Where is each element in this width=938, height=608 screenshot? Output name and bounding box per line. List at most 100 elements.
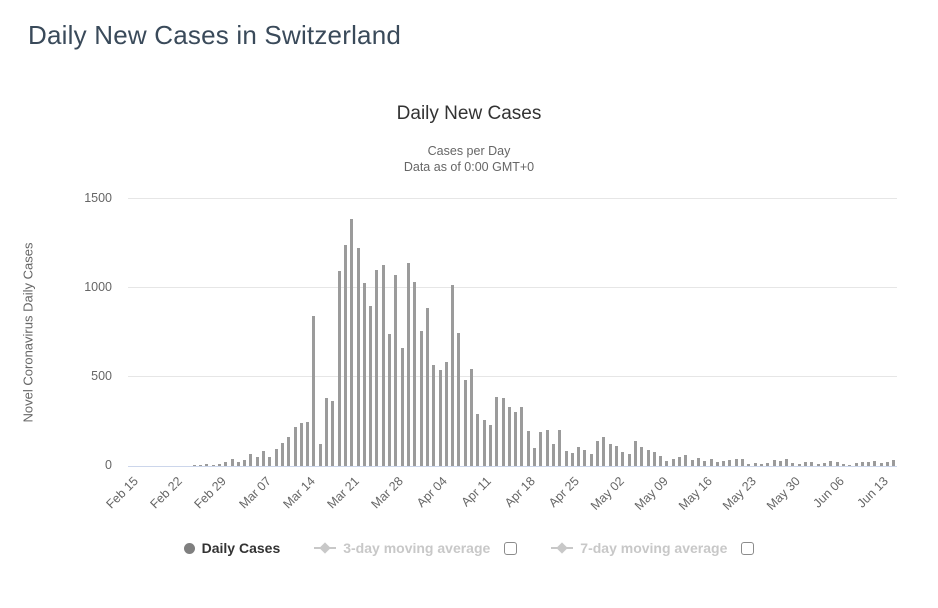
daily-cases-bar [463,379,467,466]
daily-cases-bar [514,411,518,466]
daily-cases-bar [551,443,555,466]
chart-container: Daily New Cases Cases per Day Data as of… [0,88,938,588]
series-marker-diamond-icon [551,542,574,554]
daily-cases-bar [495,396,499,466]
daily-cases-bar [545,429,549,466]
daily-cases-bar [709,459,713,466]
daily-cases-bar [823,462,826,466]
daily-cases-bar [457,332,461,466]
daily-cases-bar [684,454,688,466]
daily-cases-bar [734,458,738,466]
daily-cases-bar [236,461,240,466]
daily-cases-bar [892,460,896,466]
plot-area [128,198,897,467]
legend-item-3day-average[interactable]: 3-day moving average [314,540,490,556]
daily-cases-bar [879,463,883,466]
y-tick-label: 1000 [84,280,112,294]
daily-cases-bar [778,460,782,466]
daily-cases-bar [299,423,303,466]
daily-cases-bar [615,446,618,466]
daily-cases-bar [766,463,770,466]
gridline [128,287,897,288]
checkbox-3day-average[interactable] [504,541,518,555]
daily-cases-bar [722,461,726,466]
daily-cases-bar [432,364,436,466]
daily-cases-bar [406,263,410,466]
daily-cases-bar [369,305,373,466]
y-axis-title-text: Novel Coronavirus Daily Cases [20,242,36,423]
daily-cases-bar [596,441,600,466]
daily-cases-bar [860,461,864,466]
daily-cases-bar [230,458,234,466]
daily-cases-bar [217,463,221,466]
daily-cases-bar [293,426,297,466]
daily-cases-bar [482,419,486,466]
x-axis-line [128,466,897,467]
daily-cases-bar [753,462,757,466]
daily-cases-bar [772,459,776,466]
daily-cases-bar [627,454,631,466]
daily-cases-bar [306,422,310,466]
daily-cases-bar [652,452,656,466]
daily-cases-bar [804,462,808,466]
legend-item-daily-cases[interactable]: Daily Cases [183,540,281,556]
daily-cases-bar [696,458,700,466]
daily-cases-bar [400,347,404,466]
daily-cases-bar [287,436,291,466]
daily-cases-bar [867,462,871,466]
daily-cases-bar [211,464,215,466]
daily-cases-bar [280,442,284,466]
daily-cases-bar [841,463,845,466]
series-marker-circle-icon [183,542,195,554]
daily-cases-bar [470,369,474,466]
daily-cases-bar [526,431,530,466]
daily-cases-bar [331,401,335,466]
daily-cases-bar [312,316,316,466]
chart-legend: Daily Cases 3-day moving average 7-day m… [0,540,938,556]
daily-cases-bar [747,463,751,466]
daily-cases-bar [829,460,833,466]
daily-cases-bar [646,449,650,466]
legend-item-7day-average[interactable]: 7-day moving average [551,540,727,556]
daily-cases-bar [570,452,574,466]
page-title: Daily New Cases in Switzerland [28,20,402,50]
daily-cases-bar [476,413,480,466]
y-tick-label: 0 [105,458,112,472]
daily-cases-bar [507,407,511,466]
daily-cases-bar [444,361,448,466]
daily-cases-bar [621,451,625,466]
checkbox-7day-average[interactable] [741,541,755,555]
daily-cases-bar [198,465,202,466]
y-axis-title: Novel Coronavirus Daily Cases [0,199,118,466]
daily-cases-bar [835,462,839,466]
daily-cases-bar [501,398,505,466]
daily-cases-bar [425,308,429,466]
legend-label-daily-cases: Daily Cases [201,540,281,556]
chart-subtitle-line2: Data as of 0:00 GMT+0 [403,160,535,174]
daily-cases-bar [608,443,612,466]
daily-cases-bar [343,245,347,466]
daily-cases-bar [810,461,814,466]
daily-cases-bar [791,462,795,466]
daily-cases-bar [243,460,247,466]
daily-cases-bar [785,459,789,466]
chart-subtitle: Cases per Day Data as of 0:00 GMT+0 [0,143,938,175]
daily-cases-bar [741,459,745,466]
daily-cases-bar [671,458,675,466]
daily-cases-bar [381,264,385,466]
daily-cases-bar [703,461,707,466]
legend-label-3day-average: 3-day moving average [343,540,491,556]
daily-cases-bar [337,271,341,466]
daily-cases-bar [362,282,366,466]
daily-cases-bar [589,453,593,466]
daily-cases-bar [255,457,259,466]
daily-cases-bar [375,270,379,466]
daily-cases-bar [488,425,492,466]
daily-cases-bar [413,281,417,466]
daily-cases-bar [192,465,196,466]
daily-cases-bar [797,464,801,466]
daily-cases-bar [659,456,663,466]
gridline [128,198,897,199]
daily-cases-bar [848,464,852,466]
